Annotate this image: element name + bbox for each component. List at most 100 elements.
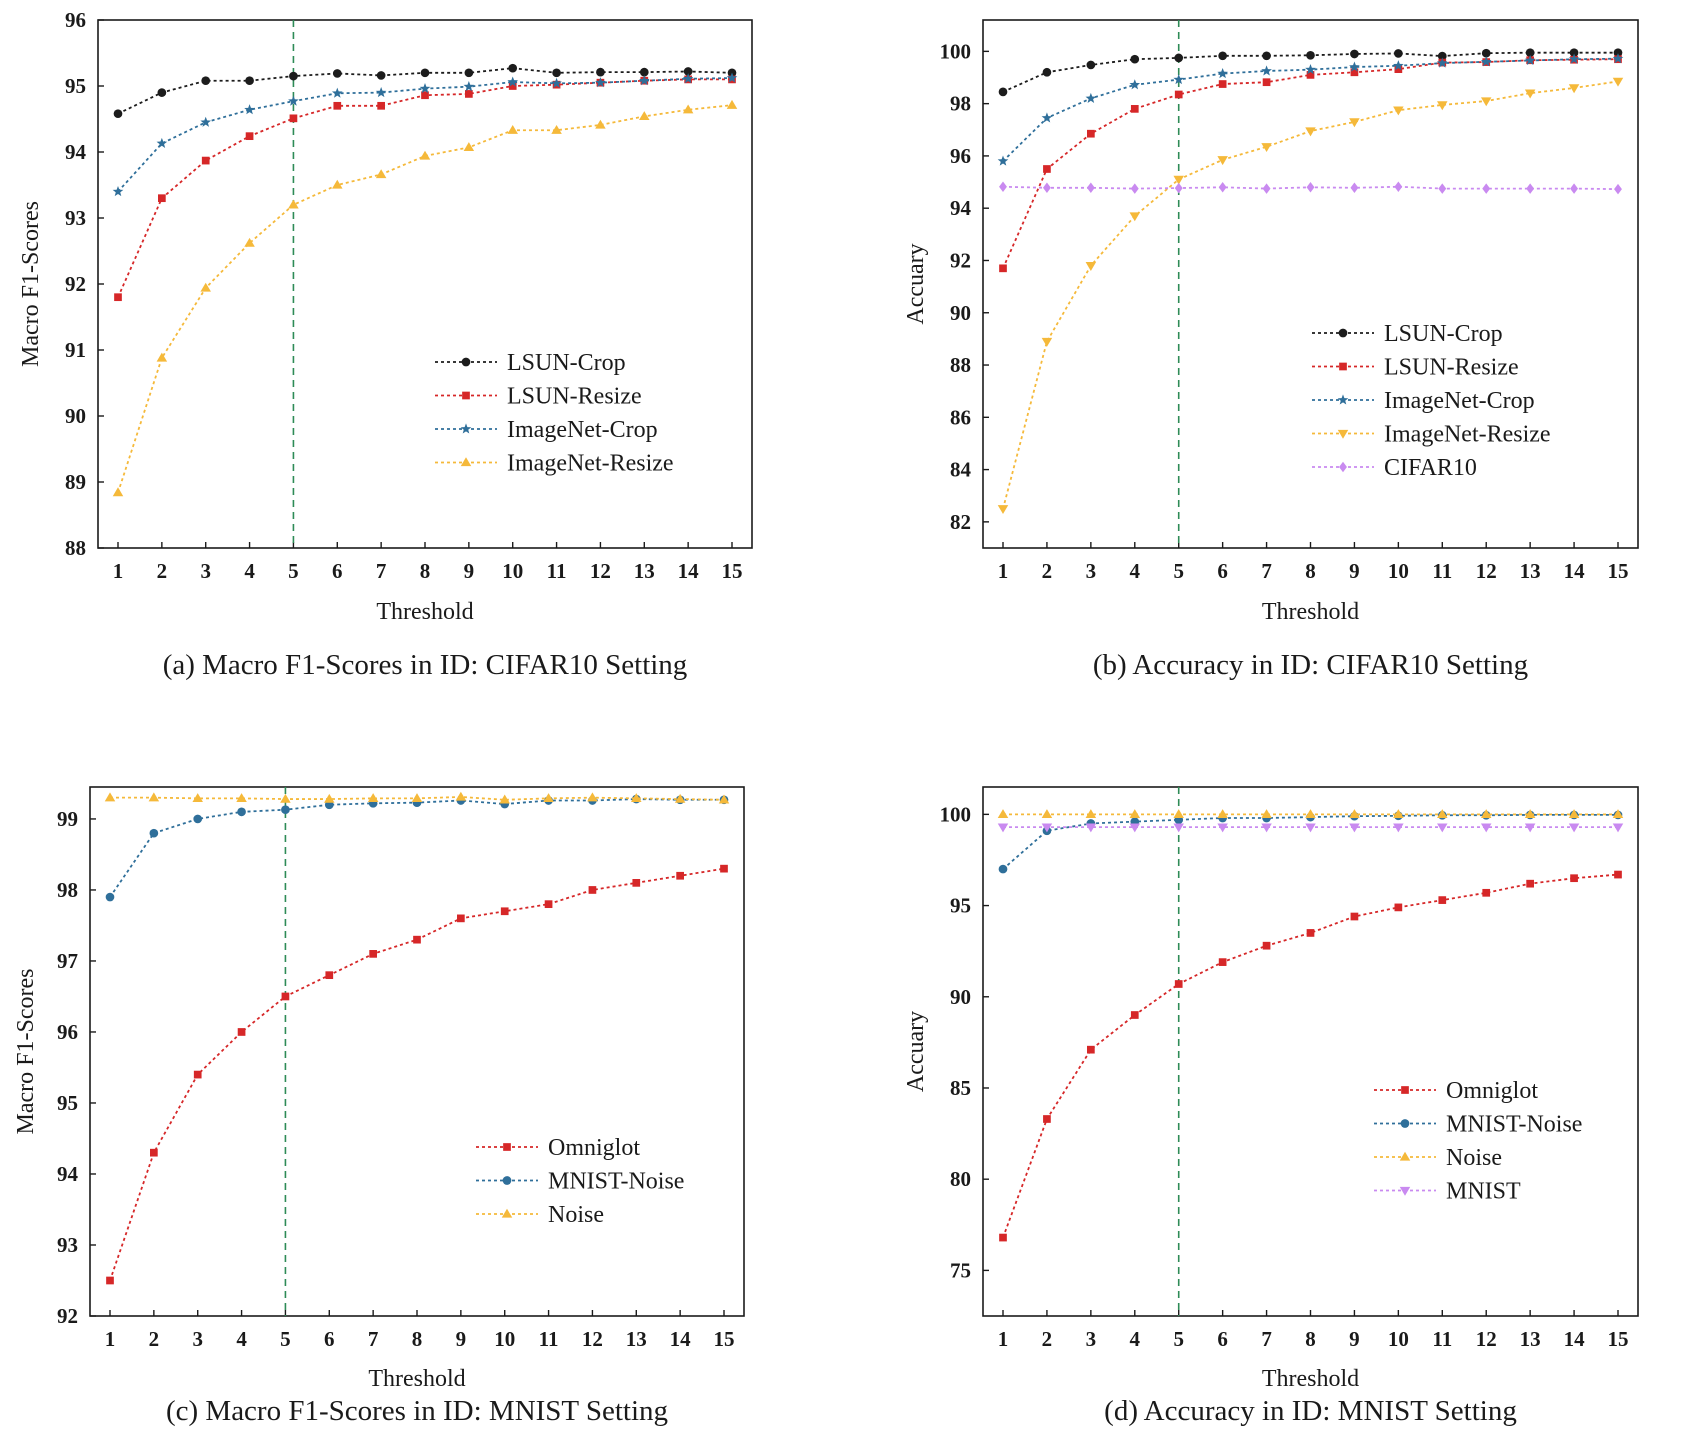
y-axis-title: Macro F1-Scores	[13, 969, 39, 1135]
data-point	[331, 87, 343, 98]
series-mnist-noise	[105, 794, 729, 902]
data-point	[544, 900, 553, 909]
series-imagenet-crop	[112, 72, 738, 197]
data-point	[1350, 68, 1359, 77]
data-point	[1570, 874, 1578, 883]
data-point	[1085, 92, 1097, 103]
data-point	[632, 879, 641, 887]
data-point	[551, 77, 562, 88]
data-point	[507, 124, 518, 134]
x-tick-label: 1	[113, 559, 124, 583]
series-line	[1002, 873, 1619, 1238]
data-point	[1437, 809, 1448, 819]
data-point	[1262, 78, 1271, 87]
legend-label: LSUN-Resize	[1384, 355, 1519, 381]
data-point	[676, 871, 684, 880]
data-point	[281, 805, 290, 815]
x-tick-label: 4	[1130, 559, 1141, 583]
data-point	[411, 793, 423, 803]
data-point	[1174, 182, 1183, 194]
data-point	[1261, 65, 1272, 76]
y-tick-label: 94	[950, 196, 972, 220]
y-tick-label: 93	[57, 1233, 78, 1257]
data-point	[1393, 823, 1404, 833]
series-line	[109, 867, 725, 1281]
data-point	[500, 907, 509, 916]
legend-label: ImageNet-Crop	[1384, 388, 1535, 414]
legend: LSUN-Crop LSUN-Resize ImageNet-Crop ImageNe…	[435, 350, 674, 477]
data-point	[1129, 823, 1141, 833]
x-tick-label: 5	[280, 1327, 291, 1351]
legend-label: Omniglot	[1446, 1078, 1538, 1104]
data-point	[1394, 49, 1403, 58]
y-tick-label: 99	[57, 807, 78, 831]
x-tick-label: 11	[547, 559, 567, 583]
y-tick-label: 98	[57, 878, 78, 902]
y-tick-label: 85	[950, 1076, 971, 1100]
data-point	[1129, 212, 1141, 222]
data-point	[244, 104, 255, 115]
data-point	[726, 99, 738, 109]
data-point	[1043, 1115, 1051, 1123]
x-tick-label: 13	[1520, 559, 1541, 583]
data-point	[1394, 65, 1403, 73]
x-tick-label: 14	[1564, 1327, 1586, 1351]
data-point	[1436, 57, 1448, 68]
data-point	[587, 792, 598, 802]
x-tick-label: 4	[244, 559, 255, 583]
data-point	[1349, 118, 1360, 128]
x-tick-label: 15	[722, 559, 743, 583]
data-point	[1612, 77, 1624, 87]
x-tick-label: 5	[288, 559, 299, 583]
data-point	[457, 914, 465, 923]
data-point	[595, 119, 606, 129]
data-point	[682, 73, 694, 84]
data-point	[1350, 912, 1359, 921]
legend-label: CIFAR10	[1384, 455, 1477, 481]
y-tick-label: 90	[65, 404, 86, 428]
legend-label: Noise	[1446, 1145, 1502, 1171]
x-tick-label: 11	[1432, 559, 1452, 583]
data-point	[1087, 1045, 1095, 1054]
data-point	[499, 794, 510, 804]
data-point	[997, 155, 1009, 166]
data-point	[288, 199, 299, 209]
data-point	[1218, 958, 1227, 966]
x-tick-label: 10	[494, 1327, 515, 1351]
data-point	[997, 505, 1009, 515]
x-axis-title: Threshold	[368, 1366, 465, 1392]
data-point	[1480, 809, 1492, 819]
data-point	[674, 793, 686, 803]
data-point	[998, 864, 1008, 874]
data-point	[1305, 64, 1316, 75]
x-tick-label: 4	[236, 1327, 247, 1351]
data-point	[1349, 61, 1360, 72]
data-point	[1437, 101, 1448, 111]
x-tick-label: 12	[590, 559, 611, 583]
data-point	[1041, 112, 1053, 123]
data-point	[377, 101, 385, 110]
data-point	[112, 186, 124, 197]
legend-marker	[462, 391, 470, 400]
y-axis-title: Accuary	[903, 1011, 929, 1092]
series-imagenet-resize	[997, 77, 1624, 515]
legend-marker	[1401, 1086, 1409, 1094]
y-axis-title: Macro F1-Scores	[18, 201, 44, 367]
series-lsun-crop	[998, 48, 1623, 97]
legend-marker	[1337, 394, 1349, 405]
data-point	[1612, 809, 1624, 819]
data-point	[1570, 183, 1579, 194]
series-lsun-crop	[113, 63, 737, 119]
data-point	[419, 150, 431, 160]
data-point	[1482, 888, 1491, 897]
x-tick-label: 9	[456, 1327, 467, 1351]
legend-marker	[1400, 1119, 1410, 1128]
y-tick-label: 96	[65, 8, 86, 32]
data-point	[1437, 823, 1448, 833]
x-tick-label: 2	[157, 559, 168, 583]
y-tick-label: 95	[57, 1091, 78, 1115]
data-point	[200, 282, 211, 292]
x-tick-label: 14	[670, 1327, 692, 1351]
x-tick-label: 10	[1388, 559, 1409, 583]
plot-frame	[89, 786, 745, 1317]
